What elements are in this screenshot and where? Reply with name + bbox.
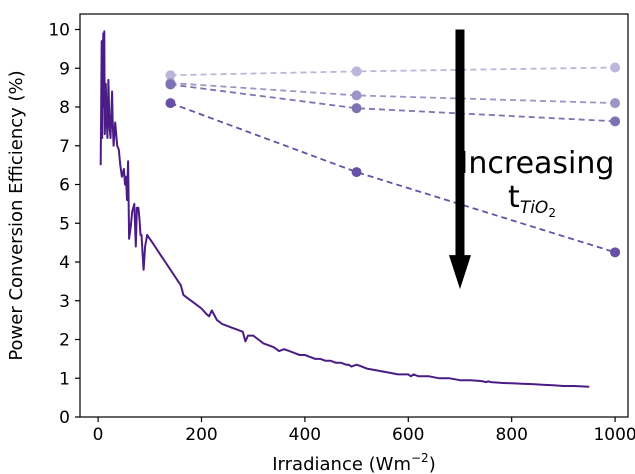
series-2-point [610,98,621,109]
y-tick-label: 3 [59,292,70,312]
series-4-point [351,167,362,178]
annotation-increasing: Increasing [460,146,615,181]
arrow-layer [448,29,471,290]
y-axis-label: Power Conversion Efficiency (%) [6,70,27,360]
x-tick-label: 1000 [593,425,635,445]
y-tick-label: 10 [48,21,70,41]
x-axis-label-superscript: −2 [411,451,429,465]
y-tick-label: 6 [59,176,70,196]
y-tick-label: 1 [59,369,70,389]
points-layer [165,62,621,258]
x-tick-label: 0 [93,425,104,445]
x-axis-label-close: ) [429,454,436,474]
x-tick-label: 600 [392,425,424,445]
arrow-shaft [455,29,465,257]
series-1-point [351,66,362,77]
series-line-0 [99,30,590,388]
series-1-point [610,62,621,73]
series-2-point [351,90,362,101]
x-axis-label-main: Irradiance (Wm [272,454,411,474]
y-tick-label: 8 [59,98,70,118]
x-tick-label: 800 [495,425,527,445]
y-tick-label: 7 [59,137,70,157]
series-layer [99,30,616,388]
series-line-2 [170,82,616,104]
plot-frame [79,13,629,418]
series-3-point [165,79,176,90]
y-tick-label: 2 [59,331,70,351]
series-3-point [610,116,621,127]
annotation-thickness: tTiO2 [508,180,556,220]
annotation-tio: TiO [520,198,549,218]
series-1-point [165,70,176,81]
x-axis-label: Irradiance (Wm−2) [272,451,435,474]
series-4-point [165,98,176,109]
y-tick-label: 5 [59,214,70,234]
axes-layer: 0 200 400 600 800 1000 0 1 2 3 4 5 6 7 8 9 10 [48,21,635,446]
y-tick-label: 0 [59,408,70,428]
x-tick-label: 400 [289,425,321,445]
annotation-two: 2 [548,206,556,220]
arrow-head [448,255,471,290]
series-line-3 [170,83,616,123]
annotation-t: t [508,180,520,215]
x-tick-label: 200 [185,425,217,445]
series-line-1 [170,66,616,77]
series-3-point [351,103,362,114]
series-4-point [610,247,621,258]
y-tick-label: 9 [59,59,70,79]
y-tick-label: 4 [59,253,70,273]
